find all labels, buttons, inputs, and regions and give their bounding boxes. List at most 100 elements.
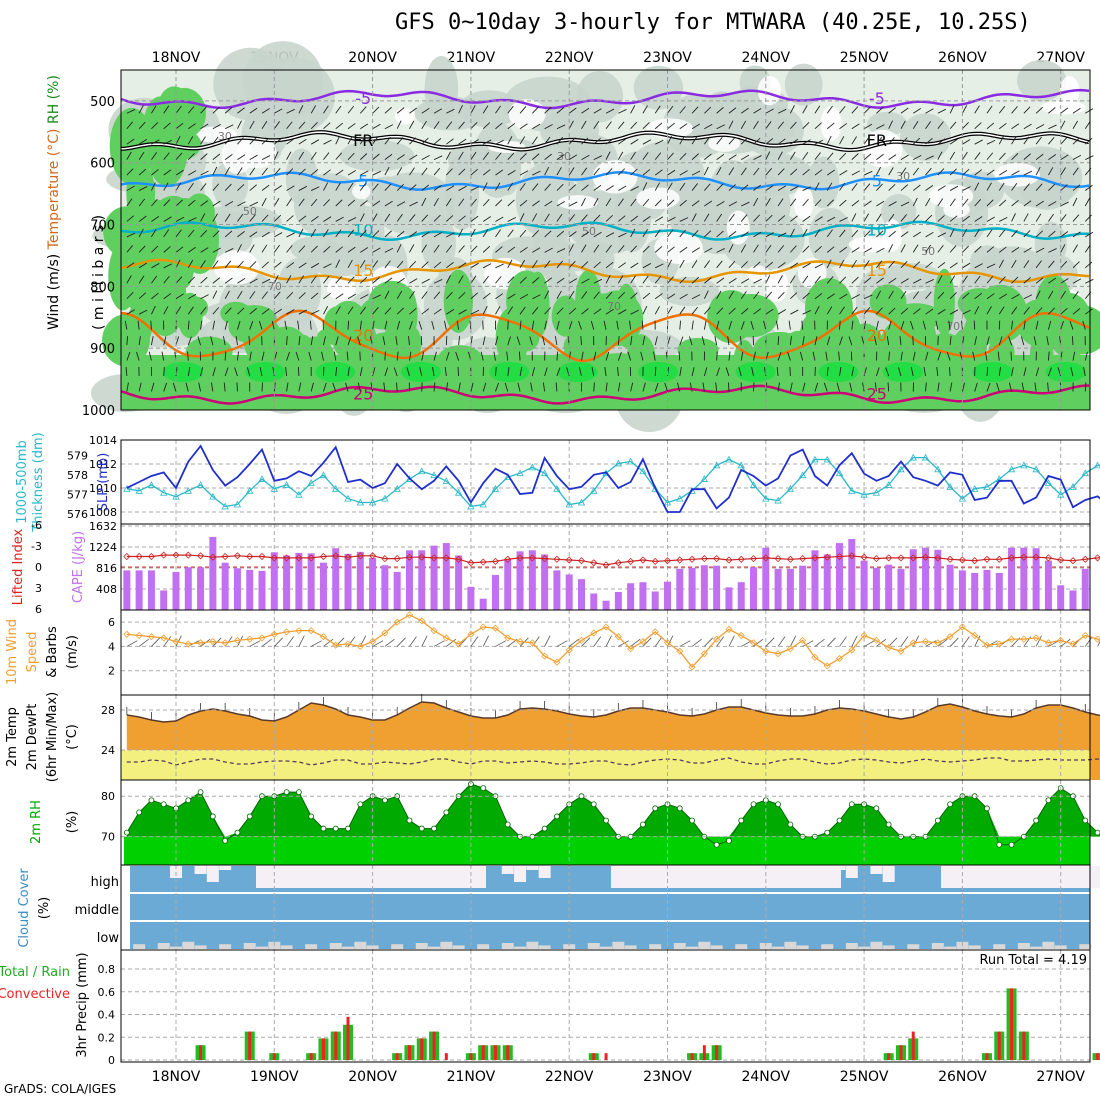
wind-barb xyxy=(667,229,674,238)
wind-barb xyxy=(949,138,958,145)
thickness-marker xyxy=(725,455,733,463)
rh-marker xyxy=(640,821,646,828)
wind-barb xyxy=(310,198,318,207)
wind-barb xyxy=(998,152,1006,160)
wind-barb xyxy=(750,320,754,330)
wind-barb xyxy=(482,382,487,392)
rh-marker xyxy=(406,817,413,824)
wind-barb xyxy=(286,232,295,238)
x-tick-label-top: 24NOV xyxy=(741,50,790,66)
wind-barb xyxy=(542,336,546,346)
wind-speed-marker xyxy=(1032,634,1040,642)
x-tick-label-bottom: 18NOV xyxy=(152,1069,201,1085)
wind-barb xyxy=(298,121,306,130)
precip-convective-bar xyxy=(420,1038,424,1060)
wind-barb xyxy=(814,246,822,253)
wind-barb xyxy=(518,351,521,361)
lifted-index-marker xyxy=(700,555,708,563)
rh-contour-label: 70 xyxy=(268,280,282,293)
wind-barb xyxy=(384,106,392,114)
wind-barb-10m xyxy=(716,636,724,647)
wind-barb xyxy=(962,151,968,160)
wind-barb xyxy=(962,198,969,207)
cape-bar xyxy=(258,570,266,610)
wind-barb xyxy=(640,351,644,361)
rh-patch-wet xyxy=(638,362,679,382)
wind-barb xyxy=(237,120,242,129)
thickness-marker xyxy=(946,483,954,490)
cape-bar xyxy=(504,559,512,610)
wind-barb xyxy=(728,277,737,284)
wind-barb xyxy=(433,138,442,145)
wind-barb xyxy=(839,320,841,330)
wind-barb xyxy=(249,308,257,315)
wind-barb xyxy=(396,382,398,392)
wind-barb xyxy=(655,139,664,145)
wind-barb xyxy=(689,336,693,346)
thickness-marker xyxy=(577,498,586,506)
wind-barb xyxy=(406,367,410,377)
rh-marker xyxy=(136,809,143,816)
wind-barb xyxy=(126,138,135,145)
x-tick-label-bottom: 23NOV xyxy=(643,1069,692,1085)
wind-barb xyxy=(616,320,619,330)
wind-barb xyxy=(212,123,221,130)
wind-barb xyxy=(346,351,349,361)
wind-barb xyxy=(310,275,317,284)
wind-barb xyxy=(433,279,443,284)
wind-barb xyxy=(519,246,528,253)
wind-barb xyxy=(679,246,688,253)
wind-barb xyxy=(802,168,810,176)
wind-barb xyxy=(593,137,601,145)
wind-barb xyxy=(937,185,946,191)
wind-barb xyxy=(161,351,165,361)
wind-barb xyxy=(603,320,607,330)
cloud-low-gap xyxy=(1079,944,1092,949)
cape-bar xyxy=(344,553,352,610)
wind-barb xyxy=(249,261,257,269)
wind-barb-10m xyxy=(728,635,735,647)
wind-barb xyxy=(851,367,855,377)
cape-bar xyxy=(405,550,413,610)
wind-barb xyxy=(310,309,320,315)
precip-convective-bar xyxy=(334,1031,338,1060)
precip-convective-bar xyxy=(690,1053,694,1060)
wind-barb xyxy=(470,309,480,315)
wind-barb xyxy=(753,167,760,176)
cloud-low-gap xyxy=(993,944,1006,949)
wind-barb xyxy=(1035,200,1044,207)
wind-barb xyxy=(986,122,995,130)
thickness-marker xyxy=(848,486,856,494)
wind-barb xyxy=(618,215,626,222)
wind-barb xyxy=(654,275,662,284)
wind-barb xyxy=(826,246,835,253)
wind-barb xyxy=(605,275,611,284)
wind-barb xyxy=(274,232,283,238)
cape-bar xyxy=(823,554,831,610)
rh-patch-dry xyxy=(237,136,277,169)
wind-barb xyxy=(851,183,858,191)
wind-barb xyxy=(1011,320,1013,330)
wind-barb xyxy=(618,309,627,315)
wind-barb xyxy=(777,245,785,253)
wind-barb xyxy=(593,214,601,222)
wind-barb xyxy=(789,275,796,284)
wind-barb xyxy=(814,105,821,114)
wind-tick-label: 4 xyxy=(108,640,115,653)
wind-barb xyxy=(1085,155,1094,161)
cloud-high-gap xyxy=(538,866,551,878)
lifted-index-marker xyxy=(356,552,364,560)
lifted-index-marker xyxy=(590,559,598,567)
wind-barb xyxy=(1011,229,1018,238)
wind-barb xyxy=(259,367,263,377)
wind-barb xyxy=(949,366,951,377)
wind-barb xyxy=(163,122,171,130)
thickness-marker xyxy=(332,485,340,492)
wind-barb xyxy=(703,260,711,269)
wind-barb xyxy=(937,351,942,361)
wind-barb xyxy=(396,183,404,191)
wind-barb xyxy=(519,199,528,207)
cape-bar xyxy=(614,591,622,610)
wind-barb xyxy=(630,139,639,145)
wind-barb xyxy=(323,182,329,191)
